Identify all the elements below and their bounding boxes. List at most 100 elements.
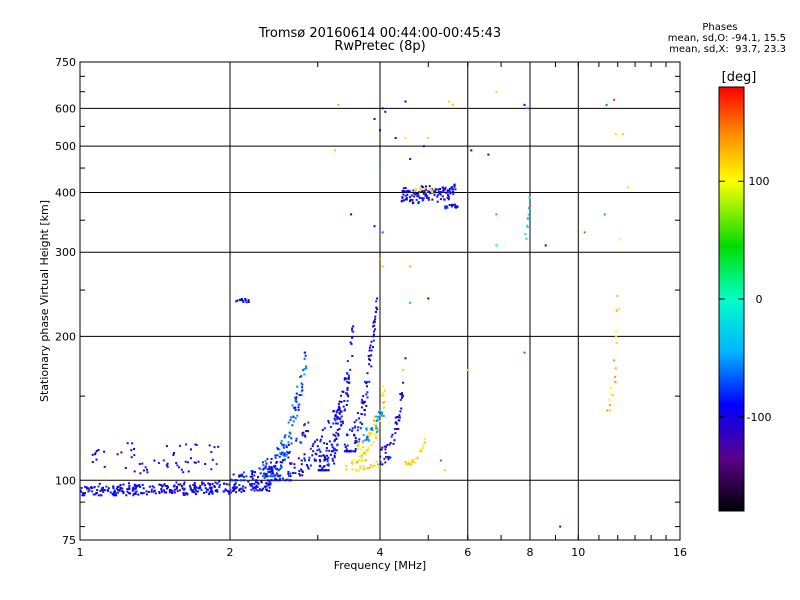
data-point [442, 189, 445, 192]
data-point [611, 394, 614, 397]
y-tick-label: 600 [55, 102, 76, 115]
data-point [94, 452, 97, 455]
data-point [253, 489, 256, 492]
y-tick-label: 400 [55, 186, 76, 199]
data-point [455, 206, 458, 209]
data-point [322, 454, 325, 457]
data-point [362, 395, 365, 398]
data-point [306, 465, 309, 468]
data-point [97, 485, 100, 488]
data-point [267, 483, 270, 486]
data-point [385, 455, 387, 458]
data-point [446, 191, 449, 194]
data-point [244, 479, 246, 482]
data-point [365, 438, 368, 441]
data-point [228, 492, 231, 495]
data-point [193, 491, 196, 494]
data-point [330, 443, 333, 446]
data-point [137, 493, 140, 496]
data-point [368, 380, 371, 383]
data-point [175, 462, 178, 464]
data-point [367, 438, 370, 441]
data-point [359, 421, 362, 424]
data-point [398, 414, 401, 417]
data-point [106, 489, 109, 492]
data-point [262, 475, 265, 478]
phase-stats: Phases mean, sd,O: -94.1, 15.5 mean, sd,… [668, 22, 786, 55]
data-point [345, 465, 348, 467]
data-point [381, 401, 384, 404]
data-point [295, 400, 298, 403]
data-point [365, 382, 368, 385]
data-point [279, 452, 282, 455]
data-point [366, 396, 369, 399]
data-point [370, 444, 373, 447]
data-point [119, 487, 122, 489]
data-point [271, 469, 274, 472]
data-point [82, 492, 84, 495]
data-point [404, 187, 407, 189]
data-point [378, 419, 381, 422]
data-point [223, 490, 225, 493]
data-point [234, 487, 237, 490]
data-point [241, 475, 244, 477]
data-point [134, 485, 137, 488]
data-point [262, 468, 265, 471]
data-point [204, 463, 207, 465]
data-point [424, 187, 427, 190]
data-point [527, 217, 529, 219]
data-point [383, 457, 386, 460]
data-point [386, 456, 389, 459]
data-point [376, 431, 378, 433]
data-point [319, 440, 322, 443]
data-point [544, 244, 547, 247]
data-point [176, 490, 179, 493]
data-point [402, 394, 404, 397]
data-point [80, 490, 83, 493]
data-point [99, 490, 102, 492]
data-point [405, 198, 408, 201]
data-point [233, 484, 236, 487]
data-point [379, 455, 382, 458]
data-point [213, 484, 216, 487]
data-point [359, 427, 362, 430]
data-point [268, 486, 271, 489]
data-point [142, 492, 145, 494]
data-point [280, 439, 283, 442]
data-point [346, 388, 349, 391]
data-point [185, 443, 188, 446]
data-point [118, 489, 121, 492]
data-point [420, 197, 423, 200]
data-point [375, 437, 378, 439]
data-point [251, 475, 253, 478]
data-point [326, 464, 329, 466]
data-point [294, 398, 297, 400]
data-point [319, 464, 322, 467]
data-point [343, 409, 346, 412]
data-point [368, 467, 371, 469]
data-point [153, 486, 156, 489]
data-point [357, 448, 359, 450]
data-point [419, 448, 422, 451]
data-point [401, 196, 404, 199]
data-point [163, 483, 166, 486]
data-point [377, 416, 380, 418]
data-point [316, 445, 319, 448]
data-point [256, 489, 259, 492]
data-point [285, 444, 288, 447]
data-point [389, 456, 392, 459]
data-point [379, 460, 382, 463]
data-point [395, 421, 398, 424]
data-point [90, 486, 93, 489]
data-point [439, 198, 442, 201]
data-point [99, 494, 102, 497]
data-point [217, 445, 220, 448]
data-point [319, 460, 322, 463]
data-point [269, 475, 272, 478]
data-point [283, 443, 285, 446]
data-point [285, 446, 288, 449]
data-point [450, 203, 453, 206]
data-point [95, 492, 98, 494]
data-point [298, 470, 301, 473]
data-point [427, 198, 430, 201]
